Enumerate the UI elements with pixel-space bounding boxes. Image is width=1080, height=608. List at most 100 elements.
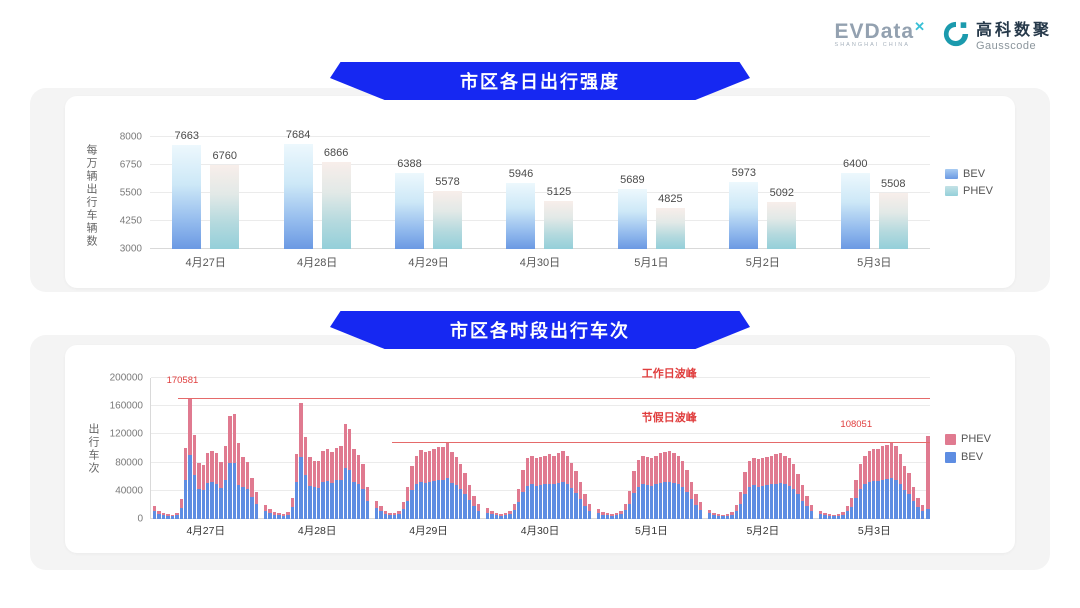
bev-segment [379, 511, 383, 519]
phev-segment [237, 442, 241, 486]
stacked-bar [423, 452, 428, 519]
bev-segment [516, 502, 521, 519]
phev-segment [272, 511, 277, 515]
phev-bar: 5092 [767, 187, 797, 249]
phev-segment [486, 508, 490, 513]
bev-segment [277, 515, 281, 519]
phev-segment [778, 453, 783, 484]
stacked-bar [325, 448, 330, 519]
phev-segment [192, 435, 197, 476]
stacked-bar [383, 510, 388, 519]
gausscode-logo: 高科数聚 Gausscode [942, 16, 1052, 52]
stacked-bar [809, 504, 814, 519]
phev-bar: 5508 [878, 178, 908, 249]
bev-segment [800, 500, 805, 519]
stacked-bar [153, 506, 157, 519]
bev-segment [334, 480, 339, 519]
stacked-bar [854, 480, 858, 519]
phev-segment [636, 459, 641, 487]
bar-value-label: 6760 [212, 149, 237, 162]
gridline [151, 405, 930, 407]
phev-segment [170, 514, 175, 517]
hourly-chart-panel: 出行车次 0 40000 80000 120000 160000 200000 工作日波峰 1… [65, 345, 1015, 553]
phev-segment [552, 455, 556, 485]
phev-segment [570, 462, 574, 488]
bar-value-label: 6388 [397, 158, 422, 171]
phev-segment [459, 464, 463, 489]
bev-segment [783, 484, 787, 519]
legend-item-bev[interactable]: BEV [945, 168, 993, 180]
bev-segment [583, 505, 587, 519]
stacked-bar [463, 473, 467, 519]
daily-chart-title-banner: 市区各日出行强度 [330, 62, 750, 100]
bev-segment [237, 485, 241, 519]
stacked-bar [805, 496, 809, 519]
peak-line-label: 工作日波峰 [641, 367, 697, 380]
legend-item-phev[interactable]: PHEV [945, 185, 993, 197]
bev-segment [694, 504, 698, 519]
stacked-bar [445, 442, 450, 519]
bev-segment [920, 511, 925, 519]
phev-segment [578, 482, 583, 500]
bev-segment [272, 514, 277, 519]
phev-segment [681, 461, 685, 488]
stacked-bar [228, 416, 232, 519]
bev-segment [375, 508, 379, 519]
bev-segment [863, 484, 867, 519]
stacked-bar [516, 489, 521, 519]
stacked-bar [272, 511, 277, 519]
stacked-bar [658, 453, 663, 519]
stacked-bar [365, 487, 370, 519]
legend-item-bev[interactable]: BEV [945, 451, 991, 463]
phev-segment [903, 466, 907, 491]
bev-segment [894, 479, 898, 519]
stacked-bar [583, 494, 587, 519]
x-tick-label: 4月27日 [185, 257, 226, 269]
bev-segment [397, 514, 401, 519]
stacked-bar [774, 454, 778, 519]
stacked-bar [663, 452, 667, 519]
phev-swatch [945, 433, 957, 445]
legend-item-phev[interactable]: PHEV [945, 433, 991, 445]
bev-segment [414, 484, 419, 519]
phev-segment [547, 454, 552, 484]
phev-segment [841, 511, 845, 515]
bev-segment [809, 511, 814, 519]
y-tick-label: 5500 [119, 187, 142, 199]
bev-segment [685, 492, 689, 519]
stacked-bar [348, 428, 352, 519]
phev-segment [863, 455, 867, 485]
bev-segment [290, 507, 294, 519]
phev-segment [926, 435, 930, 510]
gridline [150, 220, 930, 221]
stacked-bar [525, 458, 530, 519]
phev-segment [490, 511, 494, 515]
bev-segment [157, 513, 161, 519]
bev-segment [512, 509, 516, 519]
bar-group-4月28日: 7684 6866 [261, 129, 372, 249]
bev-segment [521, 492, 525, 519]
phev-segment [428, 450, 432, 483]
bev-segment [490, 514, 494, 519]
bev-segment [499, 516, 503, 519]
stacked-bar [512, 503, 516, 519]
phev-segment [534, 458, 539, 486]
phev-segment [676, 455, 681, 485]
phev-segment [765, 456, 769, 486]
phev-segment [880, 446, 885, 480]
bev-segment [832, 516, 836, 519]
phev-segment [330, 452, 334, 484]
stacked-bar [876, 448, 880, 519]
phev-bar: 4825 [655, 193, 685, 249]
stacked-bar [623, 503, 627, 519]
bev-segment [667, 481, 672, 519]
stacked-bar [539, 456, 543, 519]
phev-segment [312, 460, 317, 488]
daily-chart-ylabel: 每万辆出行车辆数 [85, 144, 97, 248]
legend-label: PHEV [961, 433, 991, 445]
bev-segment [281, 515, 286, 519]
gausscode-g-icon [943, 21, 969, 47]
bev-segment [410, 490, 414, 519]
phev-segment [450, 452, 454, 484]
phev-segment [805, 496, 809, 507]
